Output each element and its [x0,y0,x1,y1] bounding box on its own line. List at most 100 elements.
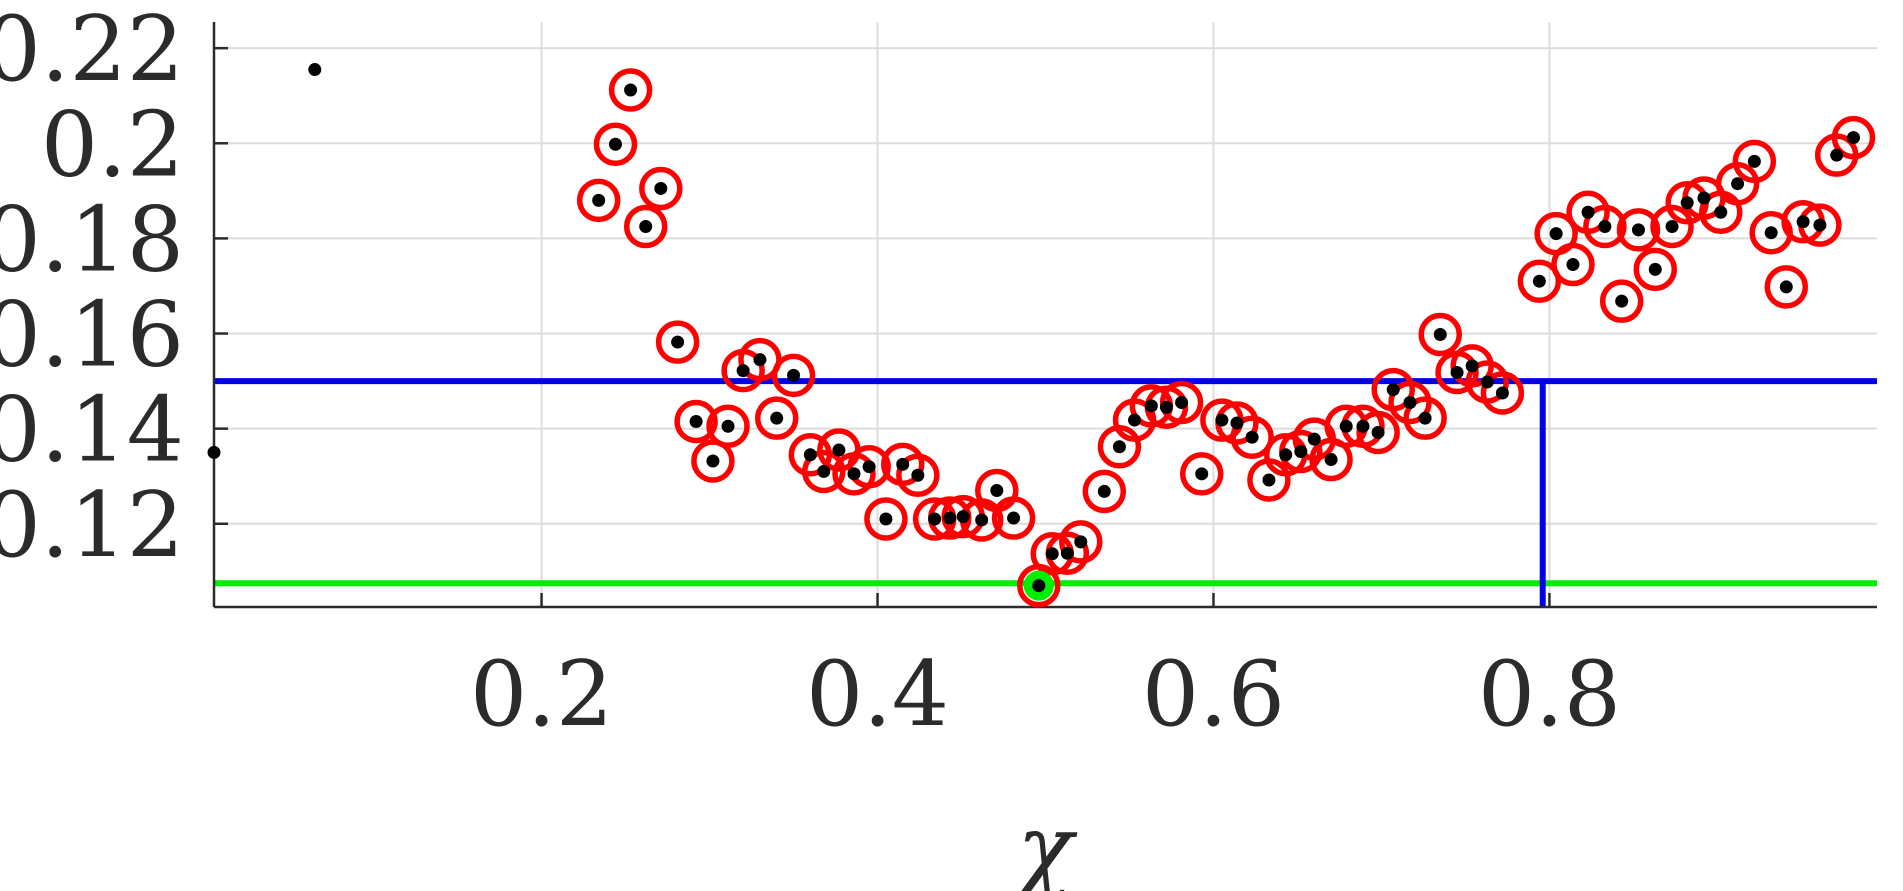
data-point-4 [654,181,668,195]
circle-marker-52 [1418,312,1463,357]
x-tick-labels: 0.2 0.4 0.6 0.8 [470,642,1621,747]
circle-marker-5 [655,320,700,364]
circle-marker-57 [1517,259,1562,303]
circle-marker-18 [864,497,908,541]
data-point-56 [1495,386,1509,400]
data-point-26 [1007,511,1021,525]
grid-lines [214,22,1877,607]
data-point-31 [1097,484,1111,498]
circle-marker-63 [1616,208,1661,252]
data-point-47 [1356,419,1370,433]
data-point-71 [1764,226,1778,240]
data-point-72 [1779,280,1793,294]
data-point-11 [770,411,784,425]
data-point-53 [1450,366,1464,380]
data-point-41 [1262,473,1276,487]
circle-marker-51 [1403,396,1447,440]
data-point-46 [1339,419,1353,433]
data-point-17 [862,460,876,474]
data-point-68 [1714,205,1728,219]
data-point-23 [956,510,970,524]
data-point-1 [608,137,622,151]
data-point-15 [832,443,846,457]
circle-marker-62 [1599,279,1644,323]
circle-marker-65 [1650,204,1694,249]
data-point-70 [1747,154,1761,168]
circle-marker-0 [576,178,621,223]
circle-marker-4 [639,166,683,211]
circle-marker-6 [674,399,718,444]
data-point-43 [1294,444,1308,458]
y-tick-label-0: 0.12 [0,473,184,578]
circle-marker-3 [623,204,668,249]
data-point-52 [1433,327,1447,341]
data-point-20 [911,468,925,482]
x-tick-label-2: 0.6 [1142,642,1285,747]
data-point-65 [1665,220,1679,234]
circle-marker-1 [593,122,638,166]
data-point-32 [1112,440,1126,454]
data-point-54 [1465,359,1479,373]
data-point-66 [1680,196,1694,210]
circle-marker-12 [771,353,816,398]
y-tick-labels: 0.120.140.160.180.20.22 [0,0,184,578]
data-point-51 [1418,411,1432,425]
data-point-7 [706,454,720,468]
data-point-38 [1215,413,1229,427]
data-point-27 [1032,579,1046,593]
data-point-9 [736,364,750,378]
data-point-21 [928,512,942,526]
circle-marker-31 [1082,469,1127,514]
circle-marker-70 [1732,139,1777,184]
circle-marker-20 [896,453,940,498]
y-tick-label-4: 0.2 [41,92,184,197]
data-point-16 [847,467,861,481]
data-point-75 [1830,148,1844,162]
data-point-57 [1532,274,1546,288]
data-point-18 [879,512,893,526]
data-point-8 [721,419,735,433]
data-point-44 [1307,432,1321,446]
data-point-30 [1074,535,1088,549]
y-tick-label-3: 0.18 [0,187,184,292]
data-point-29 [1060,546,1074,560]
data-point-35 [1159,400,1173,414]
x-tick-label-1: 0.4 [806,642,949,747]
circle-marker-50 [1388,380,1432,425]
circle-marker-37 [1179,452,1224,496]
data-point-22 [943,511,957,525]
uncircled-point-1 [308,63,322,77]
data-point-5 [671,335,685,349]
data-point-73 [1796,215,1810,229]
circle-marker-48 [1356,410,1400,455]
data-point-19 [896,457,910,471]
uncircled-point-0 [207,445,221,459]
data-point-45 [1324,453,1338,467]
data-point-49 [1386,383,1400,397]
data-point-76 [1846,131,1860,145]
data-point-25 [990,483,1004,497]
data-point-3 [639,220,653,234]
data-point-64 [1648,262,1662,276]
data-point-0 [592,193,606,207]
circle-marker-61 [1583,204,1627,249]
y-tick-label-5: 0.22 [0,0,184,102]
data-points [207,63,1860,593]
circle-marker-59 [1551,242,1595,287]
data-point-33 [1128,413,1142,427]
circle-marker-30 [1059,520,1103,564]
data-point-34 [1144,399,1158,413]
data-point-13 [803,448,817,462]
circle-marker-56 [1480,371,1525,415]
data-point-67 [1697,191,1711,205]
data-point-39 [1230,416,1244,430]
data-point-55 [1480,375,1494,389]
circle-marker-8 [706,404,750,449]
data-point-74 [1813,218,1827,232]
data-point-48 [1371,425,1385,439]
circle-marker-72 [1764,265,1809,309]
x-tick-label-0: 0.2 [470,642,613,747]
data-point-60 [1581,205,1595,219]
data-point-24 [975,513,989,527]
